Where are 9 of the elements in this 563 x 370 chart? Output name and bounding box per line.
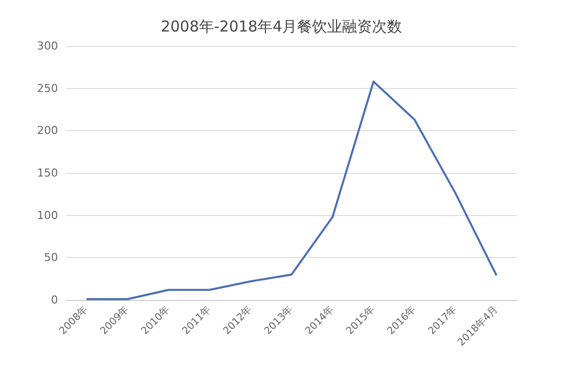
chart-title: 2008年-2018年4月餐饮业融资次数 (160, 18, 402, 36)
y-tick-label: 100 (37, 208, 58, 222)
line-series (86, 80, 498, 300)
y-tick-label: 300 (37, 40, 58, 52)
y-tick-label: 250 (37, 82, 58, 95)
y-tick-label: 0 (51, 294, 58, 306)
y-tick-label: 50 (44, 251, 58, 264)
y-tick-label: 150 (37, 166, 58, 180)
y-tick-label: 200 (37, 124, 58, 138)
